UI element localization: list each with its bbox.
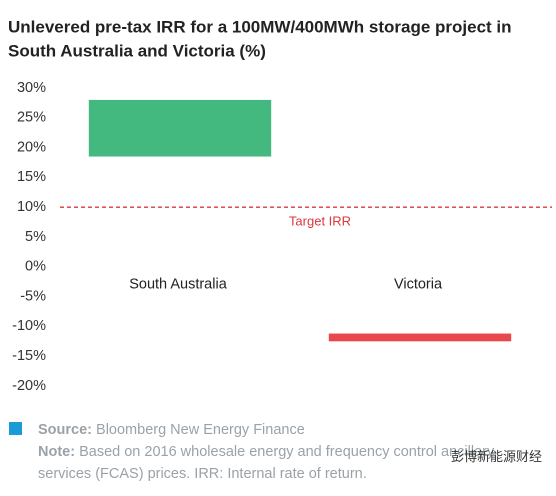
note-label: Note: xyxy=(38,444,76,460)
y-tick-label: 5% xyxy=(25,229,46,245)
y-tick-label: 20% xyxy=(17,139,46,155)
y-tick-label: -15% xyxy=(12,348,46,364)
y-tick-label: -5% xyxy=(20,288,46,304)
y-tick-label: -20% xyxy=(12,378,46,394)
x-tick-label: Victoria xyxy=(394,277,443,293)
y-tick-label: 0% xyxy=(25,259,46,275)
source-text: Bloomberg New Energy Finance xyxy=(96,422,305,438)
bar xyxy=(328,333,512,342)
note-text: services (FCAS) prices. IRR: Internal ra… xyxy=(38,466,367,482)
x-tick-label: South Australia xyxy=(129,277,227,293)
y-tick-label: 25% xyxy=(17,110,46,126)
y-tick-label: 10% xyxy=(17,199,46,215)
y-tick-label: -10% xyxy=(12,318,46,334)
chart-title: South Australia and Victoria (%) xyxy=(8,41,266,60)
source: Source: Bloomberg New Energy Finance xyxy=(38,419,494,441)
footer: Source: Bloomberg New Energy Finance Not… xyxy=(38,419,494,485)
bar xyxy=(88,99,272,157)
watermark: 彭博新能源财经 xyxy=(450,450,542,465)
source-marker xyxy=(9,422,22,435)
chart-title: Unlevered pre-tax IRR for a 100MW/400MWh… xyxy=(8,17,512,36)
note: Note: Based on 2016 wholesale energy and… xyxy=(38,441,494,463)
y-tick-label: 15% xyxy=(17,169,46,185)
y-tick-label: 30% xyxy=(17,80,46,96)
target-label: Target IRR xyxy=(289,214,351,229)
note-text: Based on 2016 wholesale energy and frequ… xyxy=(79,444,495,460)
source-label: Source: xyxy=(38,422,92,438)
chart: Unlevered pre-tax IRR for a 100MW/400MWh… xyxy=(8,17,552,394)
